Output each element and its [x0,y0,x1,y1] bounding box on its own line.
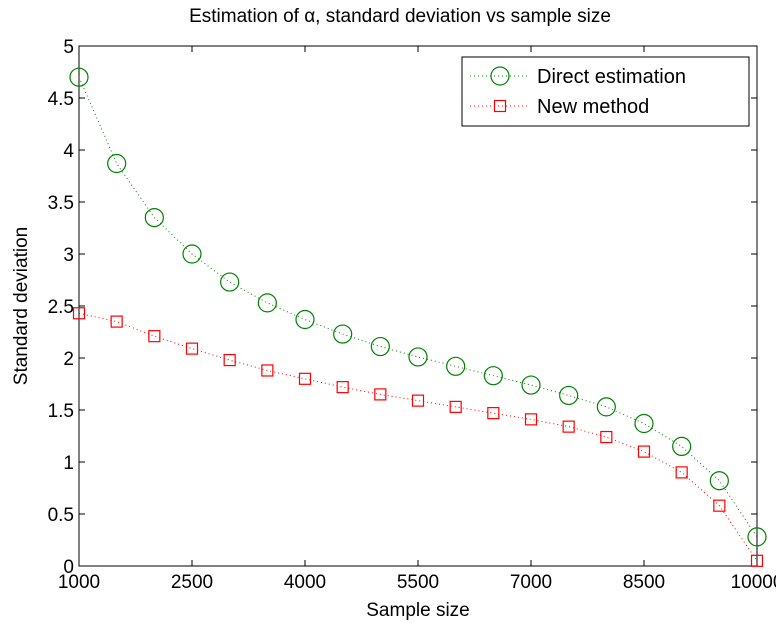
data-point [261,364,274,377]
y-tick-label: 3 [63,245,74,266]
series-1 [69,67,767,547]
legend-label: Direct estimation [537,66,686,88]
data-point [223,353,236,367]
y-tick-label: 1 [63,453,74,474]
data-point [675,466,688,479]
data-point [374,388,387,401]
data-point [182,244,202,264]
data-point [107,153,127,174]
data-point [333,324,353,344]
data-point [446,356,466,376]
data-point [220,272,240,292]
y-tick-label: 4 [63,141,74,162]
data-point [672,436,692,456]
data-point [295,309,315,330]
data-point [562,420,575,433]
data-point [449,400,462,413]
legend-entry: Direct estimation [470,66,686,88]
data-point [559,385,579,406]
data-point [524,413,538,426]
data-point [185,342,199,355]
x-tick-label: 7000 [510,572,552,593]
data-point [596,397,616,417]
x-tick-label: 4000 [284,572,326,593]
data-point [750,554,764,567]
y-tick-label: 2 [63,349,74,370]
plot-area [78,45,758,567]
data-point [408,347,428,367]
data-point [713,499,726,512]
y-tick-label: 0 [63,557,74,578]
data-point [370,336,390,357]
series-2 [72,307,764,567]
series-layer [69,67,767,567]
data-point [709,471,729,491]
data-point [110,315,123,328]
legend-label: New method [537,96,649,118]
data-point [600,430,613,444]
data-point [148,330,161,343]
y-tick-label: 1.5 [48,401,74,422]
data-point [69,67,89,87]
x-tick-label: 1000 [58,572,100,593]
legend-box [461,56,750,127]
legend-marker [493,99,507,113]
x-tick-label: 2500 [171,572,213,593]
data-point [298,372,312,385]
y-tick-label: 5 [63,37,74,58]
legend: Direct estimation New method [461,56,750,127]
x-tick-label: 5500 [397,572,439,593]
y-axis-label: Standard deviation [11,227,32,385]
y-tick-label: 2.5 [48,297,74,318]
data-point [72,307,86,320]
data-point [521,375,541,395]
legend-entry: New method [470,96,649,118]
data-point [487,407,500,420]
data-point [336,381,349,394]
data-point [411,394,425,407]
data-point [483,366,503,386]
data-point [634,413,654,434]
data-point [747,527,767,547]
legend-marker [490,66,510,86]
y-tick-label: 3.5 [48,193,74,214]
x-axis-label: Sample size [366,600,470,621]
data-point [637,445,651,458]
y-tick-label: 4.5 [48,89,74,110]
x-tick-label: 8500 [623,572,665,593]
chart-title: Estimation of α, standard deviation vs s… [189,6,611,27]
data-point [257,293,277,313]
data-point [144,208,164,228]
y-tick-label: 0.5 [48,505,74,526]
series-line [78,77,758,538]
